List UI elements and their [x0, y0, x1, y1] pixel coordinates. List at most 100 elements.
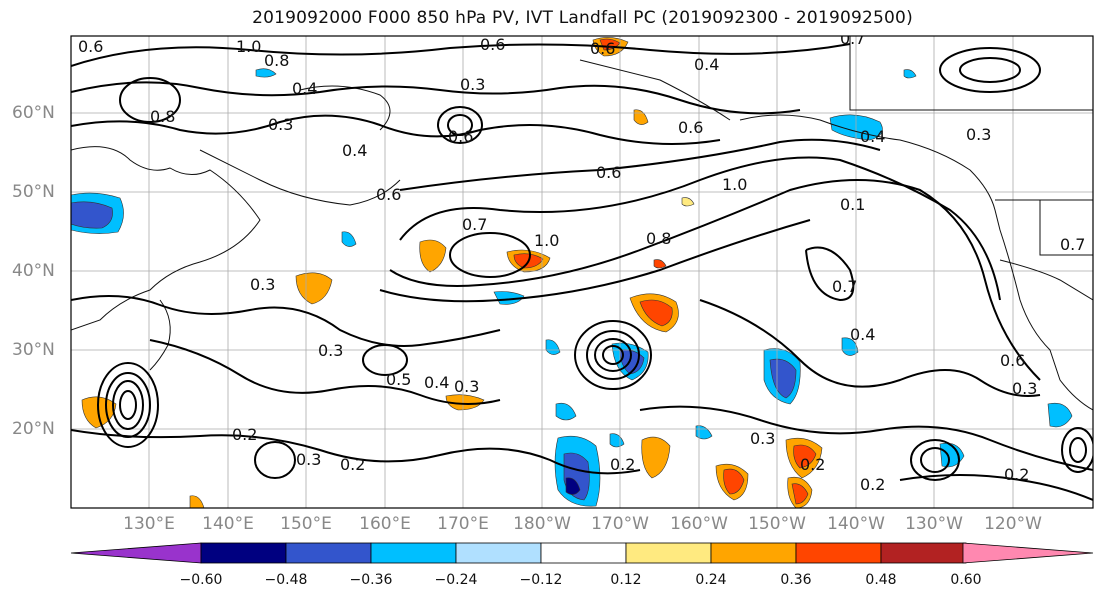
- contour-label: 0.6: [448, 127, 473, 146]
- lon-label: 120°W: [984, 514, 1042, 534]
- shade-blob: [791, 483, 809, 505]
- shade-blob: [641, 436, 671, 479]
- shade-blob: [419, 239, 447, 273]
- shade-blob: [841, 337, 859, 356]
- contour-label: 0.3: [296, 450, 321, 469]
- contour-label: 0.3: [966, 125, 991, 144]
- shade-blob: [903, 69, 917, 79]
- contour-label: 0.3: [454, 377, 479, 396]
- contour-label: 0.6: [1000, 351, 1025, 370]
- contour-label: 0.7: [832, 277, 857, 296]
- colorbar: [70, 542, 1094, 564]
- colorbar-bin: [540, 542, 627, 564]
- lon-label: 130°E: [123, 514, 175, 534]
- shade-blob: [769, 358, 797, 399]
- contour-label: 0.2: [800, 455, 825, 474]
- contour-label: 0.4: [850, 325, 875, 344]
- lon-label: 160°E: [359, 514, 411, 534]
- contour-label: 0.7: [462, 215, 487, 234]
- map-plot-area: 0.6 1.0 0.8 0.6 0.6 0.4 0.3 0.8 0.3 0.4 …: [71, 29, 1093, 508]
- colorbar-tick-label: −0.48: [264, 572, 308, 588]
- shade-blob: [255, 68, 277, 78]
- shade-blob: [723, 468, 745, 495]
- contour-label: 0.4: [694, 55, 719, 74]
- lon-label: 150°E: [280, 514, 332, 534]
- contour-label: 0.2: [860, 475, 885, 494]
- colorbar-tick-label: 0.12: [610, 572, 642, 588]
- colorbar-bin: [455, 542, 542, 564]
- contour-label: 0.3: [1012, 379, 1037, 398]
- contour-labels: 0.6 1.0 0.8 0.6 0.6 0.4 0.3 0.8 0.3 0.4 …: [78, 29, 1085, 494]
- colorbar-tick-label: −0.12: [519, 572, 563, 588]
- shade-blob: [545, 339, 561, 355]
- contour-label: 0.8: [150, 107, 175, 126]
- colorbar-tick-label: −0.60: [179, 572, 223, 588]
- pv-contours: [71, 43, 1093, 501]
- contour-label: 0.4: [860, 127, 885, 146]
- contour-label: 0.3: [460, 75, 485, 94]
- contour-label: 0.6: [678, 118, 703, 137]
- lon-label: 160°W: [670, 514, 728, 534]
- colorbar-bin: [625, 542, 712, 564]
- contour-label: 0.4: [424, 373, 449, 392]
- contour-label: 0.6: [480, 35, 505, 54]
- shade-blob: [1047, 402, 1073, 428]
- colorbar-tick-label: 0.48: [865, 572, 897, 588]
- shade-blob: [445, 394, 485, 411]
- colorbar-bin: [880, 542, 967, 564]
- lon-label: 140°W: [827, 514, 885, 534]
- shade-blob: [341, 231, 357, 247]
- contour-label: 0.3: [250, 275, 275, 294]
- shade-blob: [639, 299, 673, 327]
- lat-label: 30°N: [12, 340, 55, 360]
- plot-frame: [70, 35, 1094, 509]
- lon-label: 170°E: [437, 514, 489, 534]
- contour-label: 0.4: [342, 141, 367, 160]
- contour-label: 0.5: [386, 370, 411, 389]
- colorbar-extend-low: [70, 542, 202, 564]
- contour-label: 0.6: [596, 163, 621, 182]
- colorbar-tick-label: 0.60: [950, 572, 982, 588]
- contour-label: 0.1: [840, 195, 865, 214]
- colorbar-tick-label: −0.36: [349, 572, 393, 588]
- contour-label: 0.3: [318, 341, 343, 360]
- shade-blob: [189, 495, 205, 508]
- lon-label: 170°W: [591, 514, 649, 534]
- shade-blob: [653, 259, 667, 269]
- contour-label: 0.4: [292, 79, 317, 98]
- shade-blob: [633, 109, 649, 125]
- contour-label: 0.2: [340, 455, 365, 474]
- shade-blob: [681, 197, 695, 207]
- coastlines: [71, 36, 1093, 411]
- contour-label: 1.0: [236, 37, 261, 56]
- colorbar-bin: [285, 542, 372, 564]
- shade-blob: [609, 433, 625, 448]
- contour-label: 0.7: [1060, 235, 1085, 254]
- contour-label: 0.6: [376, 185, 401, 204]
- shade-blob: [295, 272, 333, 305]
- lon-label: 140°E: [202, 514, 254, 534]
- contour-label: 0.3: [268, 115, 293, 134]
- contour-label: 0.2: [1004, 465, 1029, 484]
- lon-label: 130°W: [905, 514, 963, 534]
- shade-blob: [565, 477, 581, 495]
- contour-label: 0.6: [78, 37, 103, 56]
- contour-label: 0.2: [610, 455, 635, 474]
- shade-blob: [493, 291, 525, 305]
- colorbar-tick-label: −0.24: [434, 572, 478, 588]
- lon-label: 180°W: [513, 514, 571, 534]
- contour-label: 0.8: [646, 229, 671, 248]
- contour-label: 1.0: [722, 175, 747, 194]
- colorbar-bin: [200, 542, 287, 564]
- colorbar-tick-label: 0.24: [695, 572, 727, 588]
- shade-blob: [71, 201, 113, 229]
- colorbar-bin: [370, 542, 457, 564]
- lat-label: 20°N: [12, 419, 55, 439]
- map-title: 2019092000 F000 850 hPa PV, IVT Landfall…: [252, 8, 913, 28]
- lon-label: 150°W: [748, 514, 806, 534]
- colorbar-tick-label: 0.36: [780, 572, 812, 588]
- contour-label: 0.7: [840, 29, 865, 48]
- shade-blob: [793, 444, 817, 469]
- contour-label: 1.0: [534, 231, 559, 250]
- contour-label: 0.2: [232, 425, 257, 444]
